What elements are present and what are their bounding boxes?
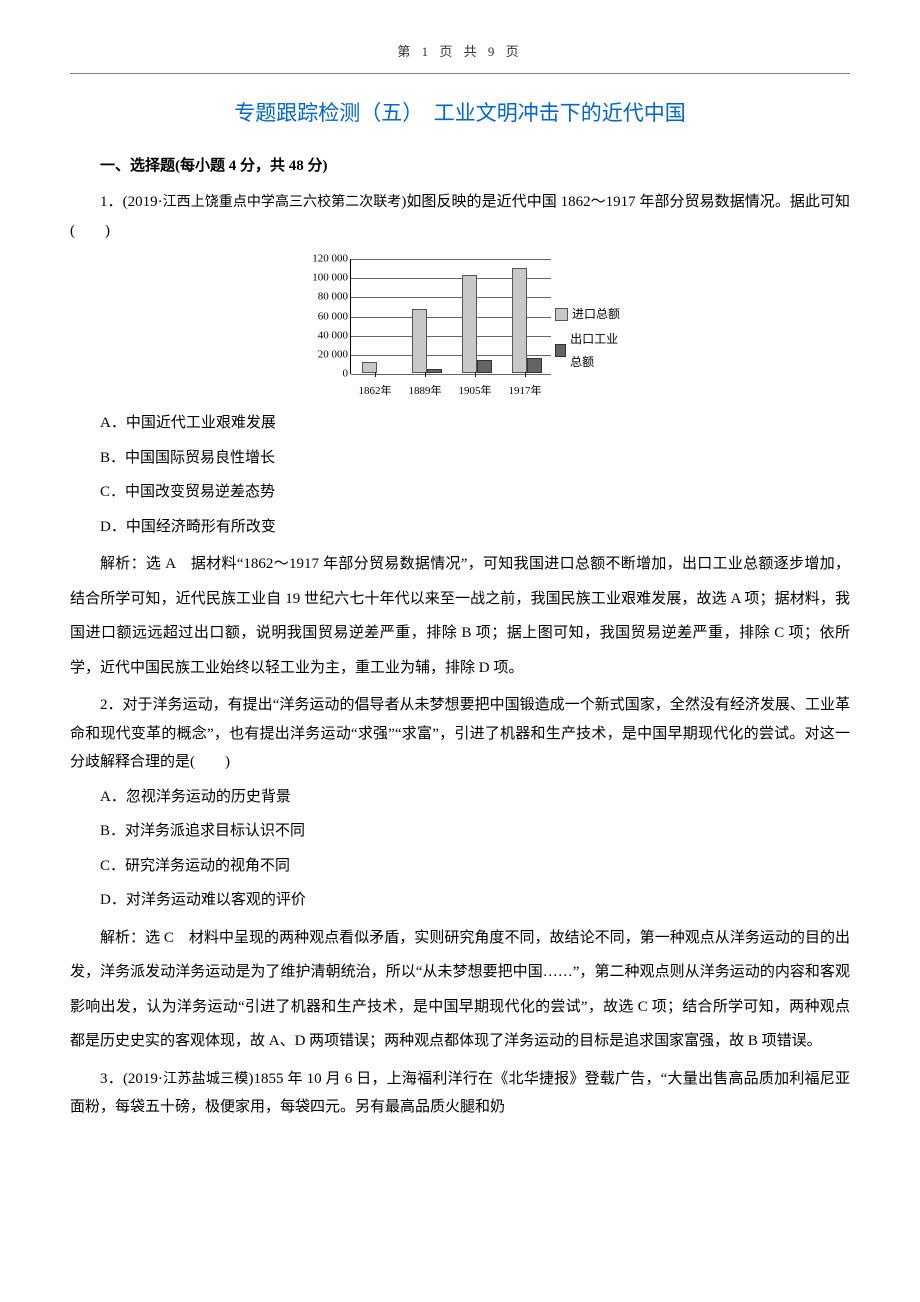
chart-canvas: 进口总额出口工业总额 020 00040 00060 00080 000100 … [290,253,630,403]
chart-xtick-label: 1889年 [409,381,442,402]
chart-legend-row: 进口总额 [555,303,630,326]
document-title: 专题跟踪检测（五） 工业文明冲击下的近代中国 [70,94,850,134]
section-heading: 一、选择题(每小题 4 分，共 48 分) [70,152,850,181]
q2-option-b: B．对洋务派追求目标认识不同 [70,817,850,846]
chart-xtick-label: 1905年 [459,381,492,402]
chart-xtick [525,372,526,377]
q2-stem: 2．对于洋务运动，有提出“洋务运动的倡导者从未梦想要把中国锻造成一个新式国家，全… [70,691,850,777]
q3-stem-prefix: 3．(2019· [100,1071,163,1087]
chart-xtick [375,372,376,377]
chart-bar [477,360,492,374]
q2-option-c: C．研究洋务运动的视角不同 [70,852,850,881]
q1-chart: 进口总额出口工业总额 020 00040 00060 00080 000100 … [70,253,850,403]
chart-ytick-label: 40 000 [318,325,348,346]
chart-ytick-label: 120 000 [312,249,348,270]
chart-xtick [425,372,426,377]
chart-legend-swatch [555,344,566,357]
q1-option-b: B．中国国际贸易良性增长 [70,444,850,473]
q2-analysis: 解析：选 C 材料中呈现的两种观点看似矛盾，实则研究角度不同，故结论不同，第一种… [70,921,850,1059]
chart-ytick-label: 80 000 [318,287,348,308]
chart-ytick-label: 100 000 [312,268,348,289]
chart-ytick-label: 20 000 [318,344,348,365]
chart-bar [512,268,527,374]
q1-stem: 1．(2019·江西上饶重点中学高三六校第二次联考)如图反映的是近代中国 186… [70,188,850,245]
chart-legend-label: 出口工业总额 [570,328,630,374]
chart-ytick-label: 0 [343,364,349,385]
q1-option-a: A．中国近代工业艰难发展 [70,409,850,438]
page-rule [70,73,850,74]
page-number: 第 1 页 共 9 页 [70,40,850,65]
chart-plot-area [350,259,551,374]
chart-bar [412,309,427,373]
q3-stem: 3．(2019·江苏盐城三模)1855 年 10 月 6 日，上海福利洋行在《北… [70,1065,850,1122]
q1-stem-source: 江西上饶重点中学高三六校第二次联考 [163,193,402,209]
q3-stem-source: 江苏盐城三模 [163,1070,249,1086]
chart-ytick-label: 60 000 [318,306,348,327]
chart-legend-label: 进口总额 [572,303,620,326]
q1-option-d: D．中国经济畸形有所改变 [70,513,850,542]
q2-option-d: D．对洋务运动难以客观的评价 [70,886,850,915]
q2-option-a: A．忽视洋务运动的历史背景 [70,783,850,812]
chart-gridline [351,259,551,260]
chart-legend: 进口总额出口工业总额 [555,301,630,375]
chart-legend-swatch [555,308,568,321]
chart-xtick-label: 1917年 [509,381,542,402]
chart-bar [427,369,442,373]
q1-stem-prefix: 1．(2019· [100,194,163,210]
chart-legend-row: 出口工业总额 [555,328,630,374]
q1-option-c: C．中国改变贸易逆差态势 [70,478,850,507]
chart-bar [462,275,477,373]
chart-xtick [475,372,476,377]
chart-bar [527,358,542,373]
q1-analysis: 解析：选 A 据材料“1862～1917 年部分贸易数据情况”，可知我国进口总额… [70,547,850,685]
chart-xtick-label: 1862年 [359,381,392,402]
chart-gridline [351,374,551,375]
